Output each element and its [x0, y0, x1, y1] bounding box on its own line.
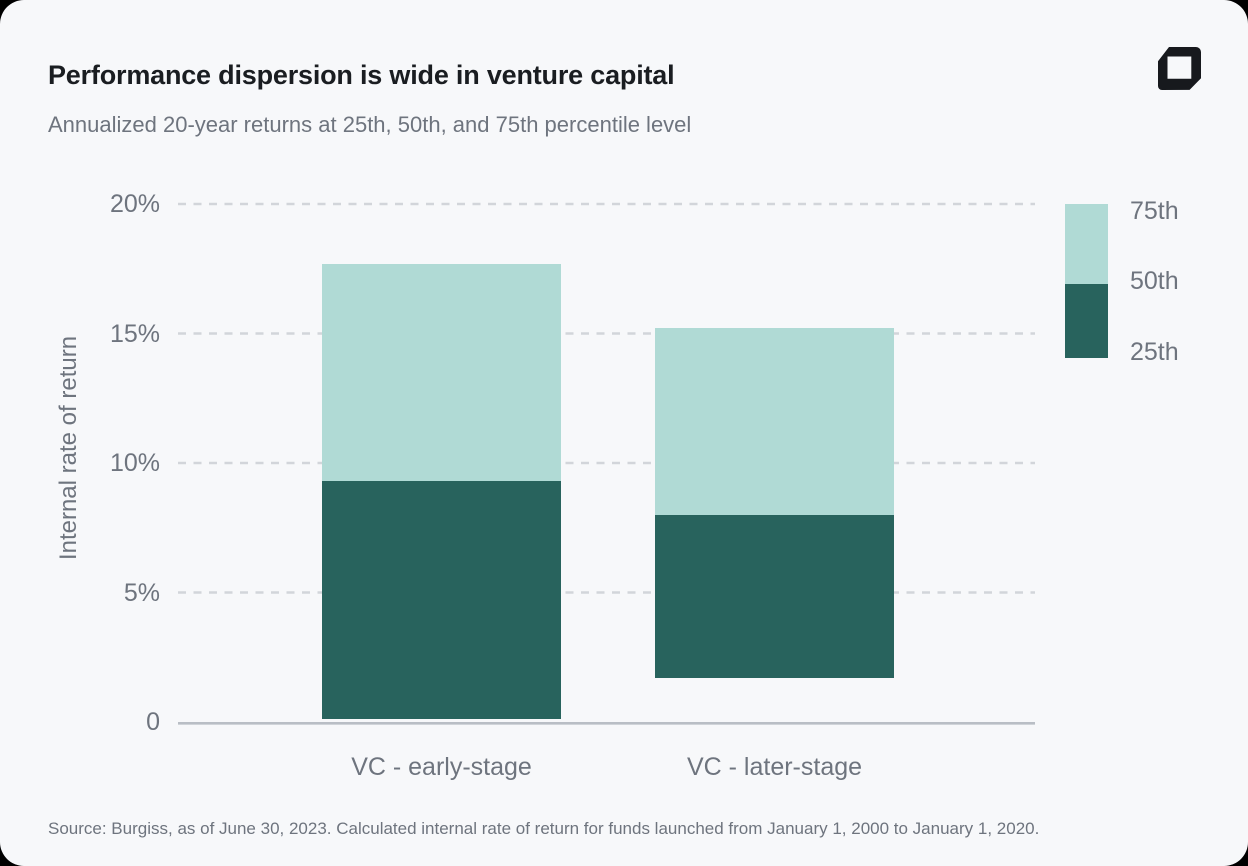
x-category-label-later: VC - later-stage [686, 753, 863, 781]
bar-upper-segment [655, 328, 894, 515]
y-tick-0: 0 [146, 708, 160, 736]
y-tick-20: 20% [109, 190, 160, 218]
legend-swatch-lower [1065, 284, 1108, 358]
legend-label-75th: 75th [1130, 197, 1179, 225]
bar-lower-segment [322, 481, 561, 720]
bar-vc-later-stage [655, 0, 894, 866]
y-tick-15: 15% [109, 319, 160, 348]
bar-vc-early-stage [322, 0, 561, 866]
y-tick-10: 10% [109, 449, 160, 477]
carta-logo-icon [1158, 47, 1201, 90]
source-note: Source: Burgiss, as of June 30, 2023. Ca… [48, 819, 1040, 838]
chart-subtitle: Annualized 20-year returns at 25th, 50th… [48, 112, 692, 137]
bar-lower-segment [655, 514, 894, 678]
x-category-label-early: VC - early-stage [351, 753, 532, 781]
legend-label-25th: 25th [1130, 338, 1179, 366]
legend-swatch-upper [1065, 204, 1108, 284]
bar-upper-segment [322, 263, 561, 482]
y-tick-5: 5% [123, 578, 160, 607]
page-title: Performance dispersion is wide in ventur… [48, 60, 675, 90]
legend-label-50th: 50th [1130, 267, 1179, 295]
